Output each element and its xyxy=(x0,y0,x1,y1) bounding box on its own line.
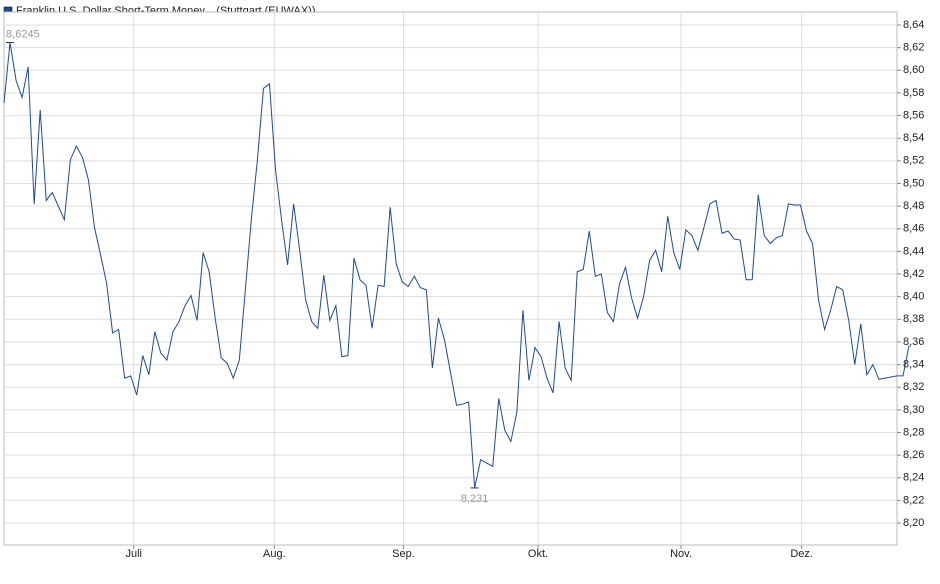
max-annotation: 8,6245 xyxy=(6,28,40,40)
y-tick-label: 8,58 xyxy=(903,87,924,99)
y-tick-label: 8,44 xyxy=(903,245,924,257)
price-line xyxy=(3,42,910,489)
plot-area xyxy=(3,11,898,546)
y-tick-label: 8,56 xyxy=(903,109,924,121)
y-tick-label: 8,52 xyxy=(903,155,924,167)
y-tick-label: 8,34 xyxy=(903,358,924,370)
y-tick-label: 8,30 xyxy=(903,404,924,416)
y-tick-label: 8,50 xyxy=(903,177,924,189)
y-tick-label: 8,54 xyxy=(903,132,924,144)
y-tick-label: 8,26 xyxy=(903,449,924,461)
y-tick-label: 8,60 xyxy=(903,64,924,76)
y-tick-label: 8,42 xyxy=(903,268,924,280)
y-tick-label: 8,28 xyxy=(903,426,924,438)
y-tick-label: 8,20 xyxy=(903,517,924,529)
y-tick-label: 8,38 xyxy=(903,313,924,325)
x-tick-label: Juli xyxy=(125,548,142,560)
x-tick-label: Nov. xyxy=(670,548,692,560)
x-tick-label: Aug. xyxy=(263,548,286,560)
y-tick-label: 8,46 xyxy=(903,223,924,235)
y-tick-label: 8,62 xyxy=(903,42,924,54)
x-tick-label: Sep. xyxy=(392,548,415,560)
y-tick-label: 8,24 xyxy=(903,472,924,484)
x-tick-label: Dez. xyxy=(790,548,813,560)
y-tick-label: 8,64 xyxy=(903,19,924,31)
y-tick-label: 8,48 xyxy=(903,200,924,212)
y-tick-label: 8,40 xyxy=(903,291,924,303)
y-tick-label: 8,32 xyxy=(903,381,924,393)
y-tick-label: 8,36 xyxy=(903,336,924,348)
x-tick-label: Okt. xyxy=(528,548,548,560)
y-tick-label: 8,22 xyxy=(903,494,924,506)
min-annotation: 8,231 xyxy=(461,493,489,505)
